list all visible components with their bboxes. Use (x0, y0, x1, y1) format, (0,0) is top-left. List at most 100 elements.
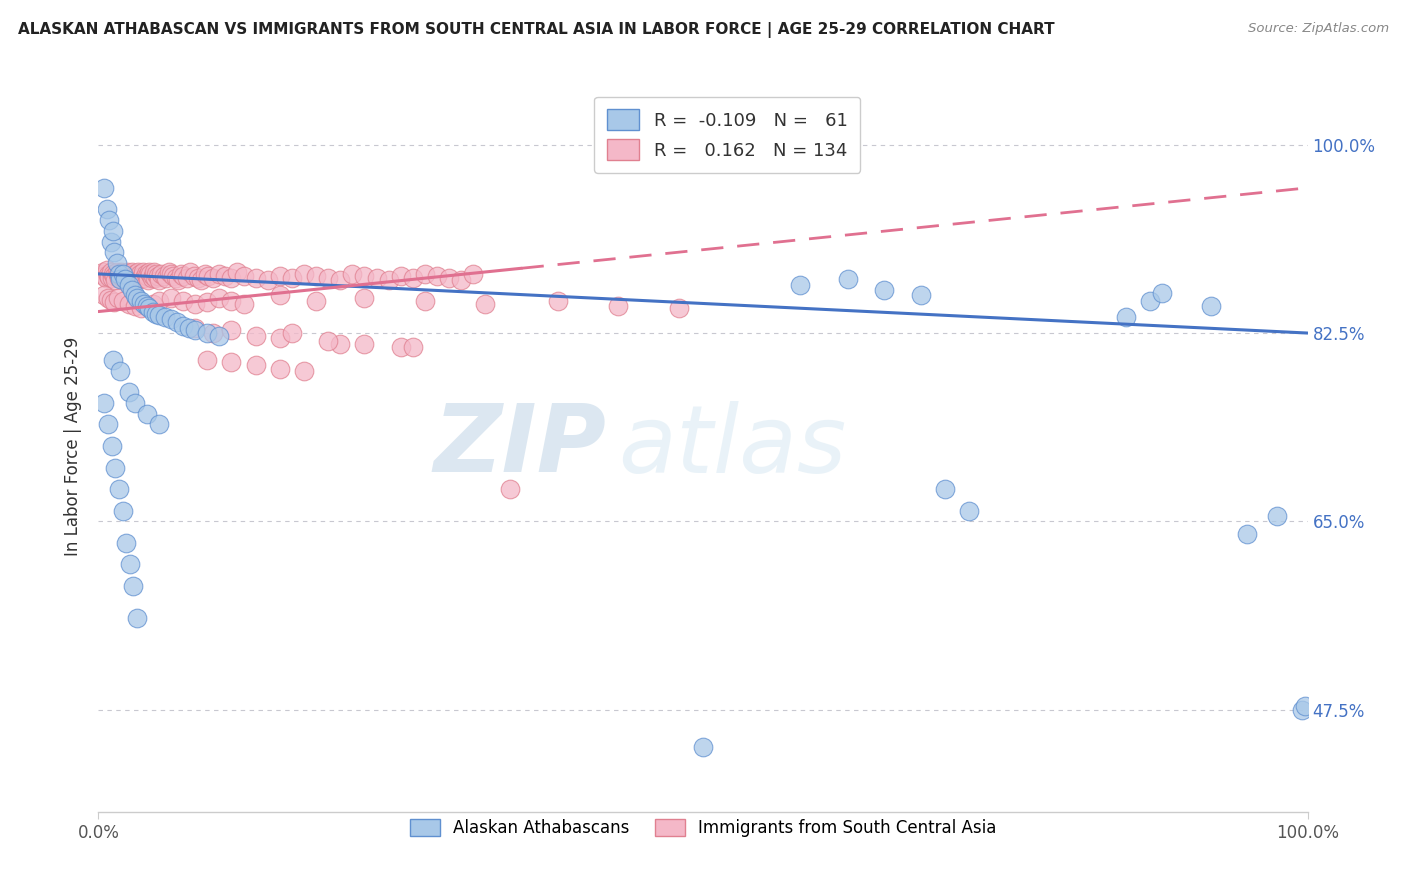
Point (122, 271, 145, 285)
Point (127, 265, 149, 279)
Point (245, 359, 267, 373)
Point (281, 326, 304, 340)
Point (342, 267, 364, 281)
Point (124, 288, 146, 302)
Point (138, 301, 160, 316)
Text: Source: ZipAtlas.com: Source: ZipAtlas.com (1249, 22, 1389, 36)
Point (129, 301, 152, 316)
Point (179, 265, 201, 279)
Text: atlas: atlas (619, 401, 846, 491)
Text: ZIP: ZIP (433, 400, 606, 492)
Point (269, 331, 291, 345)
Point (179, 320, 201, 334)
Point (121, 283, 143, 297)
Point (118, 277, 141, 292)
Point (256, 273, 278, 287)
Point (402, 271, 425, 285)
Point (108, 268, 131, 283)
Point (117, 265, 139, 279)
Point (547, 293, 569, 308)
Point (377, 273, 399, 287)
Point (208, 267, 231, 281)
Point (232, 268, 254, 283)
Point (366, 271, 388, 285)
Point (221, 271, 243, 285)
Point (115, 273, 138, 287)
Point (101, 267, 124, 281)
Point (118, 271, 141, 285)
Point (135, 299, 157, 313)
Point (134, 297, 156, 311)
Point (128, 267, 150, 281)
Point (281, 271, 304, 285)
Point (214, 268, 236, 283)
Point (124, 299, 146, 313)
Point (145, 307, 167, 321)
Point (107, 291, 129, 305)
Point (169, 267, 191, 281)
Point (202, 271, 225, 285)
Point (108, 364, 131, 378)
Point (195, 294, 218, 309)
Point (413, 267, 436, 281)
Point (437, 271, 460, 285)
Point (105, 265, 128, 279)
Point (172, 293, 194, 308)
Point (873, 283, 896, 297)
Point (110, 265, 132, 279)
Point (269, 268, 291, 283)
Point (1115, 310, 1137, 324)
Point (120, 268, 142, 283)
Point (118, 558, 141, 572)
Point (426, 268, 449, 283)
Point (121, 265, 143, 279)
Point (197, 268, 219, 283)
Point (1267, 508, 1289, 523)
Point (134, 271, 156, 285)
Point (93, 288, 115, 302)
Point (329, 336, 352, 351)
Point (108, 272, 131, 286)
Point (108, 267, 131, 281)
Point (172, 318, 194, 333)
Point (104, 273, 127, 287)
Point (692, 740, 714, 755)
Point (155, 271, 177, 285)
Point (183, 268, 205, 283)
Point (111, 267, 134, 281)
Point (139, 267, 162, 281)
Point (152, 268, 174, 283)
Point (389, 268, 412, 283)
Point (292, 364, 315, 378)
Point (184, 297, 207, 311)
Point (402, 340, 425, 354)
Point (118, 385, 141, 400)
Point (135, 299, 157, 313)
Point (127, 273, 149, 287)
Point (269, 288, 291, 302)
Point (91, 267, 114, 281)
Point (195, 326, 218, 340)
Point (226, 265, 249, 279)
Point (474, 297, 496, 311)
Point (463, 267, 485, 281)
Point (166, 315, 188, 329)
Point (129, 271, 152, 285)
Point (138, 265, 160, 279)
Point (135, 267, 157, 281)
Point (129, 293, 152, 308)
Point (111, 271, 134, 285)
Point (413, 293, 436, 308)
Point (1291, 702, 1313, 716)
Point (132, 265, 155, 279)
Point (329, 273, 352, 287)
Point (837, 272, 859, 286)
Point (93, 181, 115, 195)
Point (221, 323, 243, 337)
Point (93, 268, 115, 283)
Point (269, 361, 291, 376)
Point (142, 297, 165, 311)
Point (195, 353, 218, 368)
Point (114, 268, 136, 283)
Point (100, 265, 122, 279)
